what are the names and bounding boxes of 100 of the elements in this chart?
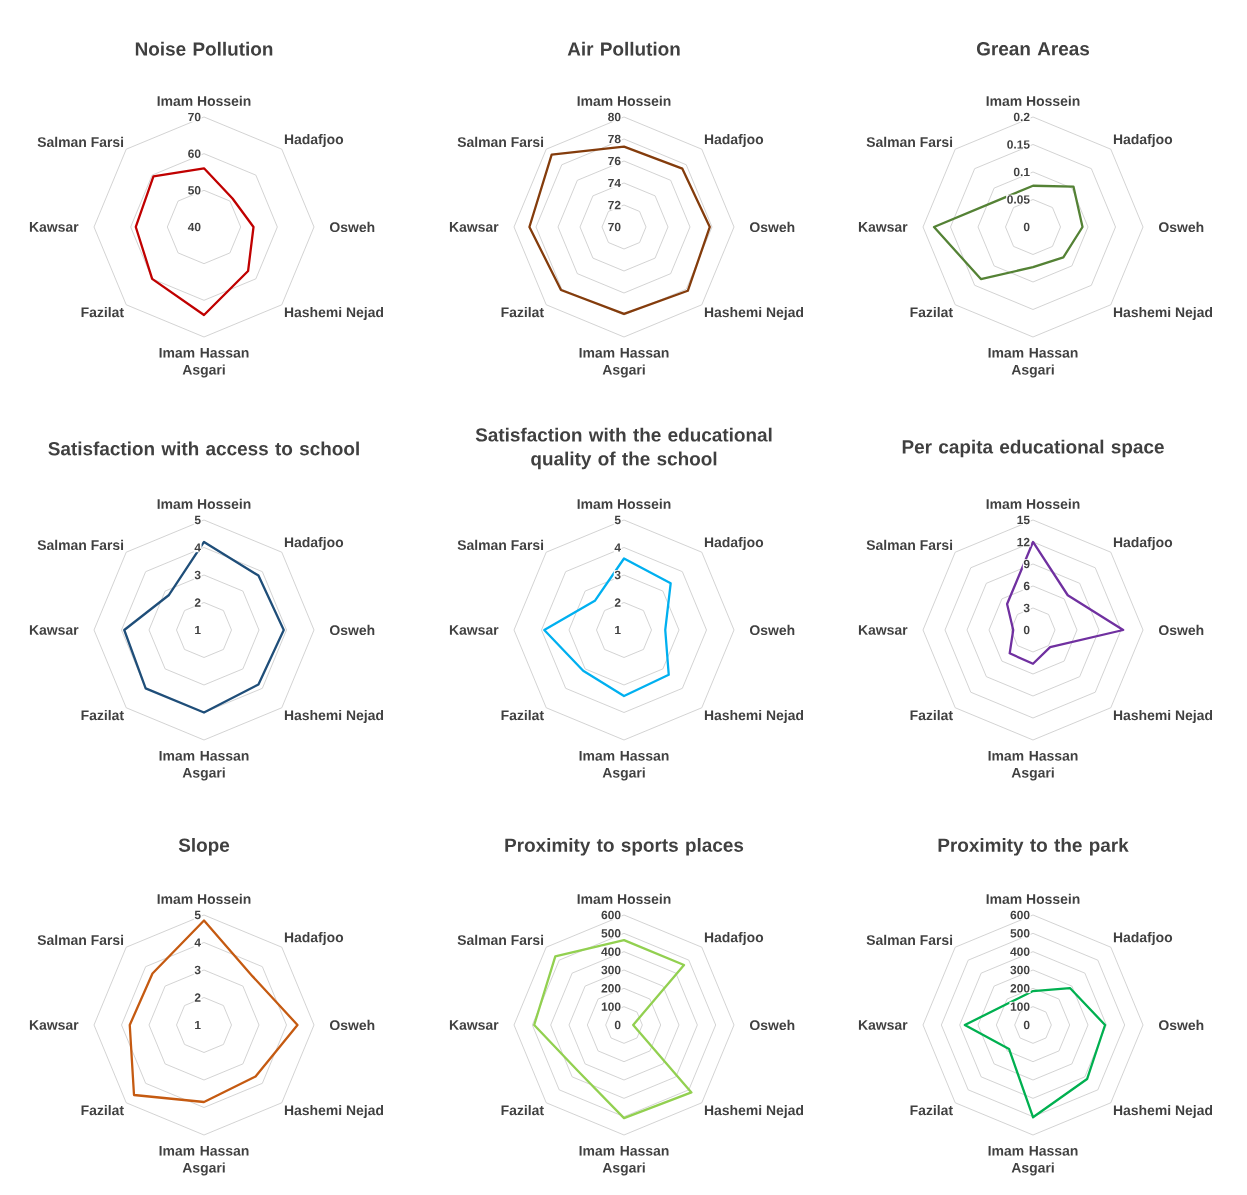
spoke-label: Imam Hossein — [157, 95, 251, 106]
spoke-label: Hadafjoo — [284, 134, 344, 148]
y-tick-label: 5 — [614, 515, 621, 525]
y-tick-label: 0 — [1023, 222, 1030, 232]
spoke-label: Osweh — [1158, 221, 1204, 233]
y-tick-label: 3 — [194, 570, 201, 580]
y-tick-label: 200 — [601, 984, 621, 993]
y-tick-label: 0.05 — [1007, 195, 1030, 204]
y-tick-label: 0.2 — [1013, 112, 1030, 122]
y-tick-label: 2 — [194, 598, 201, 607]
y-tick-label: 50 — [188, 186, 201, 195]
spoke-label: Hadafjoo — [704, 537, 764, 551]
y-tick-label: 0.1 — [1013, 167, 1030, 177]
y-tick-label: 4 — [194, 938, 201, 947]
y-tick-label: 6 — [1023, 581, 1030, 591]
chart-title: Air Pollution — [567, 41, 680, 56]
spoke-label: Imam Hossein — [577, 893, 671, 905]
spoke-label: Kawsar — [449, 1020, 499, 1030]
y-tick-label: 100 — [1010, 1002, 1030, 1011]
y-tick-label: 80 — [608, 112, 621, 122]
y-tick-label: 300 — [601, 965, 621, 975]
spoke-label: Salman Farsi — [37, 539, 124, 551]
spoke-label: Hadafjoo — [284, 932, 344, 946]
spoke-label: Hadafjoo — [1113, 134, 1173, 148]
y-tick-label: 9 — [1023, 559, 1030, 569]
spoke-label: Imam Hassan Asgari — [159, 750, 249, 781]
spoke-label: Hashemi Nejad — [1113, 709, 1213, 723]
spoke-label: Hadafjoo — [704, 932, 764, 946]
spoke-label: Salman Farsi — [866, 934, 953, 946]
y-tick-label: 0 — [1023, 625, 1030, 635]
spoke-label: Hadafjoo — [284, 537, 344, 551]
y-tick-label: 1 — [195, 1020, 201, 1030]
y-tick-label: 78 — [608, 134, 621, 144]
spoke-label: Kawsar — [858, 625, 908, 635]
y-tick-label: 40 — [187, 222, 201, 232]
y-tick-label: 15 — [1017, 515, 1030, 525]
spoke-label: Hashemi Nejad — [284, 709, 384, 723]
spoke-label: Fazilat — [501, 709, 544, 721]
chart-title: Satisfaction with the educational quality of the school — [475, 427, 772, 470]
y-tick-label: 3 — [614, 570, 621, 580]
spoke-label: Osweh — [1158, 624, 1204, 636]
spoke-label: Kawsar — [858, 222, 908, 232]
spoke-label: Osweh — [329, 1019, 375, 1031]
spoke-label: Osweh — [329, 221, 375, 233]
spoke-label: Imam Hossein — [986, 893, 1080, 905]
y-tick-label: 3 — [194, 965, 201, 975]
y-tick-label: 5 — [194, 515, 201, 525]
spoke-label: Hadafjoo — [1113, 932, 1173, 946]
spoke-label: Hashemi Nejad — [284, 1104, 384, 1118]
y-tick-label: 72 — [608, 200, 621, 210]
spoke-label: Fazilat — [910, 1104, 953, 1116]
y-tick-label: 70 — [188, 112, 201, 122]
spoke-label: Osweh — [1158, 1019, 1204, 1031]
y-tick-label: 70 — [608, 222, 621, 232]
spoke-label: Kawsar — [29, 625, 79, 635]
chart-title: Satisfaction with access to school — [48, 441, 359, 456]
spoke-label: Osweh — [329, 624, 375, 636]
spoke-label: Fazilat — [81, 1104, 124, 1116]
spoke-label: Fazilat — [501, 306, 544, 318]
chart-title: Noise Pollution — [135, 41, 273, 56]
spoke-label: Imam Hossein — [986, 95, 1080, 106]
spoke-label: Hashemi Nejad — [704, 306, 804, 320]
y-tick-label: 5 — [194, 910, 201, 920]
spoke-label: Salman Farsi — [37, 934, 124, 946]
y-tick-label: 600 — [601, 910, 621, 920]
spoke-label: Osweh — [749, 221, 795, 233]
spoke-label: Osweh — [749, 624, 795, 636]
spoke-label: Imam Hossein — [157, 893, 251, 905]
y-tick-label: 60 — [188, 149, 201, 158]
spoke-label: Kawsar — [858, 1020, 908, 1030]
y-tick-label: 200 — [1010, 984, 1030, 993]
spoke-label: Imam Hassan Asgari — [988, 347, 1078, 378]
spoke-label: Salman Farsi — [37, 136, 124, 148]
spoke-label: Imam Hossein — [577, 498, 671, 509]
spoke-label: Fazilat — [910, 709, 953, 721]
spoke-label: Imam Hossein — [577, 95, 671, 106]
chart-title: Proximity to sports places — [505, 837, 744, 856]
spoke-label: Salman Farsi — [457, 136, 544, 148]
spoke-label: Hashemi Nejad — [284, 306, 384, 320]
spoke-label: Hashemi Nejad — [1113, 306, 1213, 320]
chart-title: Proximity to the park — [938, 837, 1129, 856]
y-tick-label: 76 — [608, 156, 621, 166]
spoke-label: Hashemi Nejad — [704, 1104, 804, 1118]
spoke-label: Fazilat — [81, 709, 124, 721]
spoke-label: Imam Hassan Asgari — [988, 1145, 1078, 1176]
y-tick-label: 0 — [614, 1020, 621, 1030]
y-tick-label: 500 — [601, 929, 621, 938]
spoke-label: Osweh — [749, 1019, 795, 1031]
spoke-label: Salman Farsi — [866, 539, 953, 551]
y-tick-label: 100 — [601, 1002, 621, 1011]
y-tick-label: 500 — [1010, 929, 1030, 938]
chart-title: Per capita educational space — [902, 439, 1164, 458]
y-tick-label: 74 — [608, 178, 621, 188]
y-tick-label: 0 — [1023, 1020, 1030, 1030]
spoke-label: Imam Hassan Asgari — [988, 750, 1078, 781]
spoke-label: Imam Hossein — [157, 498, 251, 509]
spoke-label: Imam Hassan Asgari — [159, 347, 249, 378]
y-tick-label: 400 — [1010, 947, 1030, 956]
spoke-label: Kawsar — [29, 222, 79, 232]
y-tick-label: 1 — [615, 625, 621, 635]
